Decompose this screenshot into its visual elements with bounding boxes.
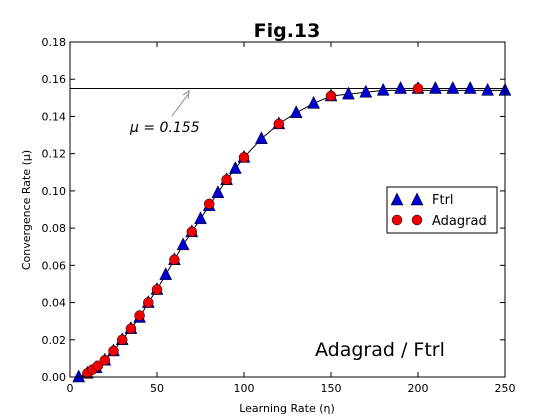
ftrl-point (72, 369, 86, 383)
legend-adagrad-label: Adagrad (432, 214, 487, 229)
adagrad-point (169, 254, 180, 265)
y-tick-label: 0.14 (42, 110, 67, 123)
legend-ftrl-label: Ftrl (432, 193, 454, 208)
y-tick-label: 0.10 (42, 185, 67, 198)
adagrad-point (116, 334, 128, 346)
x-tick-label: 250 (495, 382, 516, 395)
adagrad-point (125, 323, 137, 334)
ftrl-point (228, 160, 242, 174)
adagrad-point (325, 90, 337, 102)
adagrad-point (151, 284, 163, 295)
adagrad-point (221, 174, 232, 185)
adagrad-point (92, 360, 104, 372)
plot-frame (69, 41, 506, 378)
ftrl-point (341, 86, 355, 100)
legend-adagrad-marker-2 (411, 214, 423, 226)
ftrl-point (428, 80, 442, 94)
y-tick-label: 0.06 (42, 259, 67, 272)
adagrad-point (108, 345, 119, 357)
ftrl-point (159, 267, 173, 280)
ftrl-point (359, 84, 373, 98)
mu-annotation-arrowhead (182, 89, 190, 100)
y-tick-label: 0.02 (42, 334, 67, 347)
adagrad-point (273, 118, 285, 130)
x-tick-label: 50 (150, 382, 164, 395)
x-tick-label: 0 (67, 382, 74, 395)
adagrad-point (186, 226, 198, 238)
legend-adagrad-marker-1 (391, 214, 403, 226)
ftrl-point (463, 80, 477, 94)
adagrad-point (134, 310, 145, 321)
y-tick-label: 0.16 (42, 73, 67, 86)
adagrad-point (99, 355, 111, 366)
legend-ftrl-marker-1 (390, 192, 404, 206)
y-tick-label: 0.18 (42, 36, 67, 49)
legend-box (386, 186, 498, 234)
adagrad-point (203, 198, 215, 210)
mu-annotation-label: μ = 0.155 (129, 120, 200, 136)
x-tick-label: 200 (408, 382, 429, 395)
x-tick-label: 100 (234, 382, 255, 395)
ftrl-point (394, 80, 408, 94)
ftrl-point (176, 237, 190, 251)
mu-annotation-arrow (171, 92, 190, 117)
ftrl-point (194, 211, 207, 225)
x-axis-label: Learning Rate (η) (239, 402, 335, 415)
ftrl-point (254, 131, 268, 145)
adagrad-point (143, 297, 154, 308)
corner-label: Adagrad / Ftrl (315, 339, 445, 361)
legend: Ftrl Adagrad (386, 186, 498, 234)
adagrad-point (412, 83, 424, 94)
ftrl-point (289, 105, 303, 118)
y-tick-label: 0.12 (42, 148, 67, 161)
ftrl-point (211, 185, 225, 198)
ftrl-point (446, 80, 460, 94)
y-axis-label: Convergence Rate (μ) (20, 150, 33, 270)
ftrl-point (376, 82, 390, 96)
ftrl-point (307, 95, 321, 109)
y-tick-label: 0.00 (42, 371, 67, 384)
y-tick-label: 0.08 (42, 222, 67, 235)
chart-title: Fig.13 (254, 20, 321, 42)
legend-ftrl-marker-2 (410, 192, 424, 206)
adagrad-point (238, 152, 250, 163)
y-tick-label: 0.04 (42, 297, 67, 310)
x-tick-label: 150 (321, 382, 342, 395)
ftrl-point (481, 82, 495, 96)
